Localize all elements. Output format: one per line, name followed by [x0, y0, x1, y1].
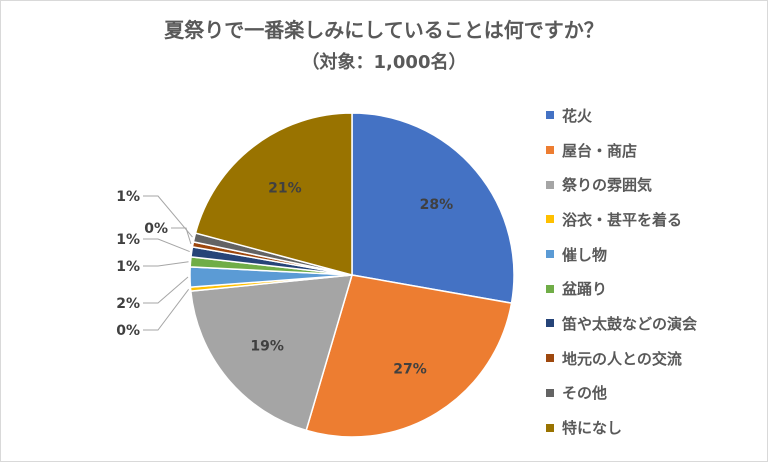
legend-swatch: [546, 354, 554, 363]
pie-slice: [194, 112, 353, 276]
legend-label: 地元の人との交流: [562, 349, 682, 368]
data-label: 2%: [116, 296, 140, 312]
legend-swatch: [546, 423, 554, 432]
legend-label: その他: [562, 384, 608, 403]
legend-label: 祭りの雰囲気: [562, 176, 653, 195]
legend-swatch: [546, 111, 554, 120]
leader-line: [171, 227, 192, 245]
legend-item: 笛や太鼓などの演会: [546, 306, 758, 341]
pie-slice: [351, 112, 515, 304]
chart-legend: 花火屋台・商店祭りの雰囲気浴衣・甚平を着る 催し物盆踊り笛や太鼓などの演会 地元の人…: [546, 98, 758, 445]
legend-label: 催し物: [562, 245, 608, 264]
leader-line: [143, 276, 189, 304]
pie-slice: [305, 274, 513, 438]
data-label: 1%: [116, 232, 140, 248]
data-label: 0%: [116, 323, 140, 339]
legend-item: 地元の人との交流: [546, 341, 758, 376]
legend-label: 特になし: [562, 419, 623, 438]
legend-label: 笛や太鼓などの演会: [562, 314, 698, 333]
chart-title: 夏祭りで一番楽しみにしていることは何ですか？: [164, 18, 604, 42]
legend-item: 祭りの雰囲気: [546, 167, 758, 202]
data-label: 1%: [116, 189, 140, 205]
legend-swatch: [546, 319, 554, 328]
data-label: 0%: [144, 221, 168, 237]
leader-line: [143, 261, 189, 267]
legend-item: 盆踊り: [546, 271, 758, 306]
data-label: 27%: [393, 362, 427, 378]
leader-line: [143, 238, 190, 253]
legend-swatch: [546, 250, 554, 259]
legend-swatch: [546, 388, 554, 397]
leader-line: [143, 195, 193, 238]
legend-swatch: [546, 284, 554, 293]
legend-swatch: [546, 146, 554, 155]
legend-item: 催し物: [546, 237, 758, 272]
data-label: 19%: [250, 338, 284, 354]
data-label: 21%: [268, 181, 302, 197]
leader-line: [143, 288, 190, 331]
legend-label: 花火: [562, 106, 593, 125]
legend-item: 特になし: [546, 410, 758, 445]
legend-label: 盆踊り: [562, 280, 608, 299]
legend-swatch: [546, 180, 554, 189]
legend-label: 屋台・商店: [562, 141, 638, 160]
data-label: 28%: [420, 197, 454, 213]
legend-item: 浴衣・甚平を着る: [546, 202, 758, 237]
legend-swatch: [546, 215, 554, 224]
legend-item: 花火: [546, 98, 758, 133]
legend-item: その他: [546, 376, 758, 411]
legend-label: 浴衣・甚平を着る: [562, 210, 683, 229]
chart-subtitle: （対象：1,000名）: [301, 52, 467, 73]
data-label: 1%: [116, 259, 140, 275]
pie-slice: [189, 274, 354, 432]
legend-item: 屋台・商店: [546, 133, 758, 168]
